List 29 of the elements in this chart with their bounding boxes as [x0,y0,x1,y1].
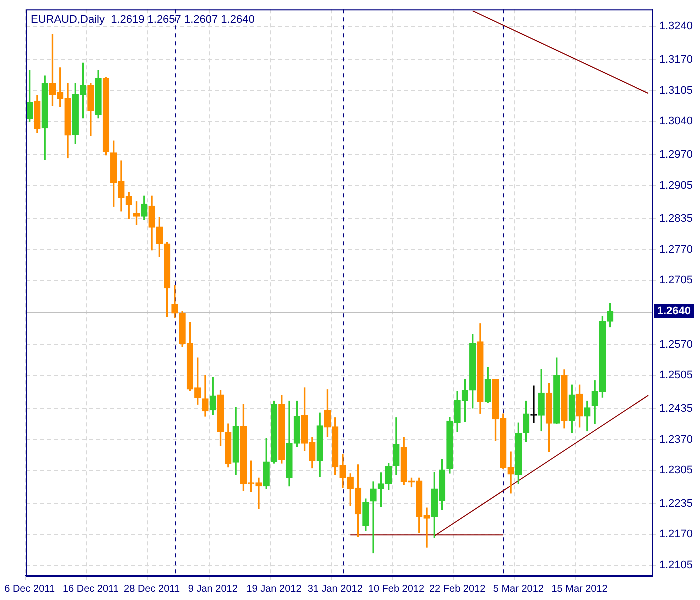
y-tick-label: 1.2970 [659,148,694,161]
x-tick-label: 22 Feb 2012 [429,584,486,595]
x-tick-label: 28 Dec 2011 [124,584,180,595]
y-tick-label: 1.2570 [659,338,694,351]
x-tick-label: 19 Jan 2012 [246,584,302,595]
y-tick-label: 1.2705 [659,274,694,287]
y-tick-label: 1.3170 [659,54,694,66]
x-tick-label: 5 Mar 2012 [493,584,544,595]
x-tick-label: 31 Jan 2012 [308,584,364,595]
y-tick-label: 1.3040 [659,116,694,128]
y-tick-label: 1.2505 [659,370,694,382]
y-tick-label: 1.2905 [659,180,694,192]
x-tick-label: 16 Dec 2011 [62,584,120,595]
x-tick-label: 9 Jan 2012 [188,584,238,595]
y-tick-label: 1.2105 [659,560,694,572]
y-tick-label: 1.2170 [659,528,694,541]
x-tick-label: 10 Feb 2012 [368,584,425,595]
y-tick-label: 1.2835 [659,213,694,226]
x-tick-label: 15 Mar 2012 [552,584,608,595]
y-tick-label: 1.2370 [659,434,694,446]
ref-line-label: 1.2640 [657,306,692,318]
y-tick-label: 1.2235 [659,498,694,510]
chart-title: EURAUD,Daily 1.2619 1.2657 1.2607 1.2640 [31,14,255,26]
y-tick-label: 1.3105 [659,84,694,97]
x-tick-label: 6 Dec 2011 [4,584,56,595]
y-tick-label: 1.2770 [659,244,694,256]
y-tick-label: 1.3240 [659,20,694,33]
y-tick-label: 1.2435 [659,402,694,415]
y-tick-label: 1.2305 [659,464,694,477]
